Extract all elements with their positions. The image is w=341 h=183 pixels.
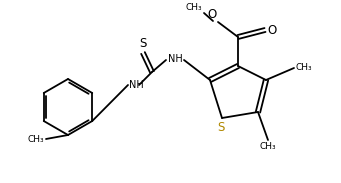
Text: O: O xyxy=(208,8,217,21)
Text: S: S xyxy=(139,37,147,50)
Text: O: O xyxy=(267,23,276,36)
Text: CH₃: CH₃ xyxy=(260,142,276,151)
Text: NH: NH xyxy=(129,80,144,90)
Text: CH₃: CH₃ xyxy=(27,135,44,143)
Text: NH: NH xyxy=(168,54,183,64)
Text: S: S xyxy=(217,121,225,134)
Text: CH₃: CH₃ xyxy=(186,3,202,12)
Text: CH₃: CH₃ xyxy=(296,64,313,72)
